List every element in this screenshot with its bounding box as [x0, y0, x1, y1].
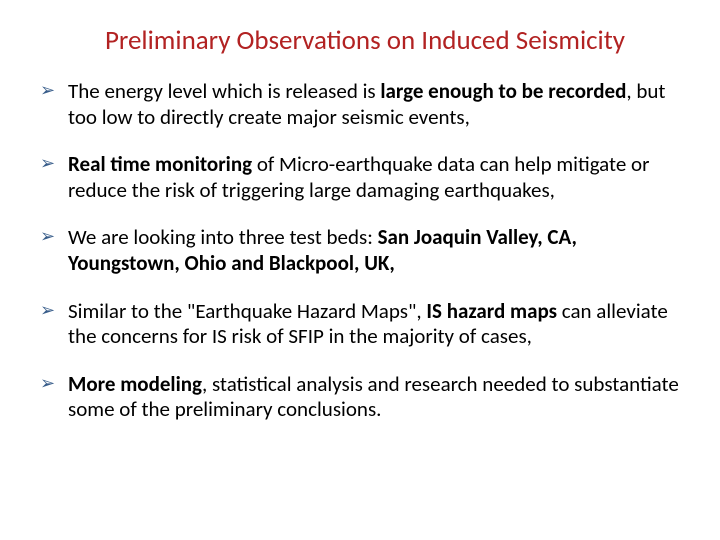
- arrow-icon: ➢: [40, 227, 58, 245]
- bullet-item: ➢ We are looking into three test beds: S…: [40, 225, 684, 276]
- bullet-text: More modeling, statistical analysis and …: [68, 371, 679, 423]
- bullet-item: ➢ More modeling, statistical analysis an…: [40, 372, 684, 423]
- arrow-icon: ➢: [40, 154, 58, 172]
- bullet-item: ➢ Real time monitoring of Micro-earthqua…: [40, 152, 684, 203]
- slide-title: Preliminary Observations on Induced Seis…: [56, 24, 674, 57]
- arrow-icon: ➢: [40, 301, 58, 319]
- bullet-text: Similar to the "Earthquake Hazard Maps",…: [68, 298, 668, 350]
- arrow-icon: ➢: [40, 81, 58, 99]
- arrow-icon: ➢: [40, 374, 58, 392]
- bullet-text: The energy level which is released is la…: [68, 78, 665, 130]
- bullet-item: ➢ Similar to the "Earthquake Hazard Maps…: [40, 299, 684, 350]
- bullet-item: ➢ The energy level which is released is …: [40, 79, 684, 130]
- bullet-text: We are looking into three test beds: San…: [68, 224, 577, 276]
- bullet-text: Real time monitoring of Micro-earthquake…: [68, 151, 649, 203]
- bullet-list: ➢ The energy level which is released is …: [36, 79, 684, 423]
